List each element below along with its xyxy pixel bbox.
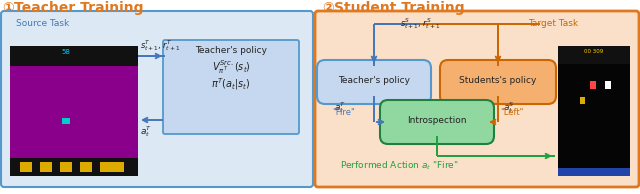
- FancyBboxPatch shape: [315, 11, 639, 187]
- Text: Student Training: Student Training: [334, 1, 465, 15]
- Bar: [10, 158, 138, 176]
- FancyBboxPatch shape: [1, 11, 313, 187]
- Text: ②: ②: [322, 1, 333, 15]
- Text: Students's policy: Students's policy: [460, 76, 537, 85]
- Bar: [60, 162, 72, 172]
- Text: 58: 58: [61, 49, 70, 55]
- Bar: [100, 162, 112, 172]
- Text: Teacher's policy: Teacher's policy: [338, 76, 410, 85]
- Bar: [605, 81, 611, 89]
- Text: Performed Action $a_t$ "Fire": Performed Action $a_t$ "Fire": [340, 159, 458, 171]
- Text: Introspection: Introspection: [407, 116, 467, 125]
- Bar: [10, 46, 138, 176]
- Text: ①: ①: [2, 1, 13, 15]
- FancyBboxPatch shape: [317, 60, 431, 104]
- Bar: [112, 162, 124, 172]
- Bar: [558, 168, 630, 176]
- Text: "Fire": "Fire": [332, 108, 355, 117]
- Bar: [10, 46, 138, 66]
- Bar: [80, 162, 92, 172]
- Text: $s_{t+1}^S, r_{t+1}^S$: $s_{t+1}^S, r_{t+1}^S$: [400, 16, 440, 31]
- FancyBboxPatch shape: [380, 100, 494, 144]
- Bar: [590, 81, 596, 89]
- Text: $a_t^T$: $a_t^T$: [334, 100, 346, 115]
- FancyBboxPatch shape: [440, 60, 556, 104]
- Bar: [20, 162, 32, 172]
- Bar: [558, 46, 630, 176]
- FancyBboxPatch shape: [163, 40, 299, 134]
- Bar: [558, 46, 630, 64]
- Text: "Left": "Left": [500, 108, 524, 117]
- Bar: [62, 118, 70, 124]
- Text: $V_{\pi^T}^{Src.}(s_t)$: $V_{\pi^T}^{Src.}(s_t)$: [212, 58, 250, 76]
- Bar: [580, 97, 585, 104]
- Text: $\pi^T(a_t|s_t)$: $\pi^T(a_t|s_t)$: [211, 76, 251, 92]
- Text: 00 309: 00 309: [584, 49, 604, 54]
- Text: Target Task: Target Task: [528, 19, 578, 28]
- Text: $a_t^T$: $a_t^T$: [140, 124, 152, 139]
- Text: Source Task: Source Task: [16, 19, 69, 28]
- Bar: [40, 162, 52, 172]
- Text: $a_t^S$: $a_t^S$: [503, 100, 515, 115]
- Text: Teacher Training: Teacher Training: [14, 1, 143, 15]
- Text: Teacher's policy: Teacher's policy: [195, 46, 267, 55]
- Text: $s_{t+1}^T, r_{t+1}^T$: $s_{t+1}^T, r_{t+1}^T$: [140, 38, 180, 53]
